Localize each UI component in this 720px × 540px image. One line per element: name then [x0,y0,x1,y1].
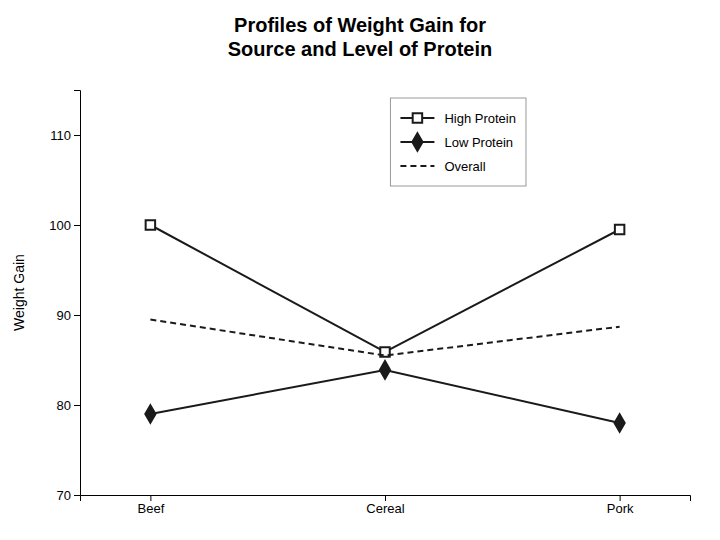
tick: 90 [57,308,80,323]
x-axis: Beef Cereal Pork [81,495,691,516]
legend-item: High Protein [400,111,516,126]
tick-mark [620,495,621,501]
point [615,414,625,432]
tick-mark [74,135,80,136]
legend-marker [413,113,422,122]
tick-label: Cereal [366,501,404,516]
marks [145,220,624,432]
tick: Beef [138,495,165,516]
legend-label: Overall [444,159,485,174]
tick: Pork [607,495,634,516]
tick-label: 90 [57,308,71,323]
legend-marker [412,133,422,151]
chart: Profiles of Weight Gain forSource and Le… [0,0,720,540]
title-line: Source and Level of Protein [228,38,493,60]
tick-mark [74,495,80,496]
series-line [150,320,619,356]
legend-item: Low Protein [400,133,513,151]
series-line [150,225,619,352]
legend: High Protein Low Protein Overall [390,98,526,186]
tick-label: 110 [50,128,71,143]
tick-mark [74,315,80,316]
point [145,405,155,423]
tick-label: 100 [49,218,71,233]
tick-mark [74,225,80,226]
point [615,225,624,234]
title-line: Profiles of Weight Gain for [234,14,486,36]
tick: 110 [50,128,80,143]
tick: Cereal [366,495,404,516]
tick-mark [74,405,80,406]
point [380,361,390,379]
legend-item: Overall [400,159,485,174]
legend-box [390,98,526,186]
tick-mark [385,495,386,501]
axis-line [81,496,691,502]
legend-label: Low Protein [444,135,513,150]
point [146,220,155,229]
tick-label: Pork [607,501,634,516]
title: Profiles of Weight Gain forSource and Le… [228,14,493,60]
axis-line [74,91,81,496]
tick-label: Beef [138,501,165,516]
tick-label: 70 [57,488,71,503]
tick-mark [150,495,151,501]
y-label: Weight Gain [11,254,27,331]
tick-label: 80 [57,398,71,413]
legend-swatch [400,165,434,167]
tick: 70 [57,488,80,503]
tick: 80 [57,398,80,413]
y-axis: 70 80 90 100 110 [49,91,80,503]
legend-label: High Protein [444,111,516,126]
plot: 70 80 90 100 110 Beef Cereal Pork High Protein Lo… [49,91,690,517]
tick: 100 [49,218,80,233]
